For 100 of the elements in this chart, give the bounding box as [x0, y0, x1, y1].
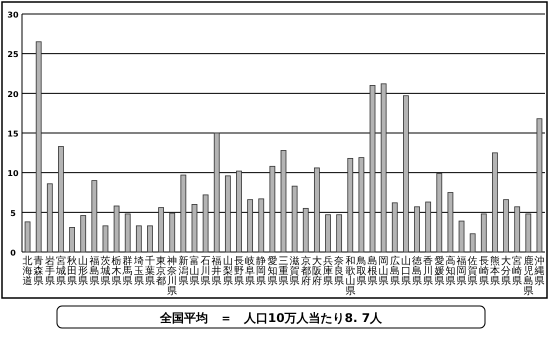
- bar: [80, 215, 86, 252]
- x-tick-label: 神奈川県: [167, 255, 178, 297]
- bar: [202, 194, 209, 252]
- bar: [302, 208, 309, 252]
- text: 全国平均 ＝ 人口10万人当たり8. 7人: [158, 311, 384, 325]
- bar: [192, 204, 198, 252]
- x-tick-label: 大阪府: [312, 255, 322, 287]
- y-tick-label: 25: [7, 50, 19, 60]
- x-tick-label: 山梨県: [222, 255, 233, 287]
- x-tick-label: 新潟県: [178, 255, 188, 287]
- x-tick-label: 兵庫県: [323, 255, 334, 287]
- bar: [358, 157, 364, 252]
- x-tick-label: 岐阜県: [245, 255, 256, 287]
- bar: [247, 199, 254, 252]
- bar: [292, 186, 298, 252]
- x-tick-label: 徳島県: [412, 256, 422, 287]
- bar: [136, 225, 142, 252]
- bar: [347, 158, 354, 252]
- bar: [525, 214, 532, 252]
- y-tick-label: 30: [7, 10, 19, 20]
- bar: [492, 152, 498, 252]
- x-tick-label: 青森県: [34, 255, 44, 287]
- bar: [36, 41, 42, 252]
- bar: [480, 214, 487, 252]
- x-tick-label: 島根県: [368, 255, 378, 287]
- bar: [58, 146, 64, 252]
- bar: [147, 225, 153, 252]
- x-tick-label: 福島県: [89, 255, 100, 287]
- bar: [180, 174, 186, 252]
- bar: [69, 227, 75, 252]
- bar: [258, 198, 264, 252]
- x-tick-label: 鳥取県: [355, 255, 366, 287]
- x-tick-label: 群馬県: [122, 255, 133, 287]
- bar: [280, 150, 286, 252]
- x-tick-label: 愛知県: [267, 255, 278, 287]
- x-tick-label: 宮崎県: [512, 255, 522, 287]
- x-tick-label: 佐賀県: [468, 256, 478, 287]
- x-tick-label: 広島県: [390, 255, 400, 287]
- bar: [314, 168, 320, 252]
- bar: [436, 173, 442, 252]
- x-tick-label: 埼玉県: [132, 255, 144, 287]
- bar: [514, 206, 520, 252]
- x-tick-label: 和歌山県: [345, 255, 356, 297]
- x-tick-label: 宮城県: [54, 255, 66, 287]
- bar: [336, 214, 342, 252]
- x-tick-label: 熊本県: [490, 255, 500, 287]
- x-tick-label: 福岡県: [456, 255, 467, 287]
- bar: [224, 175, 231, 252]
- y-tick-label: 20: [7, 90, 19, 99]
- bar: [102, 225, 108, 252]
- x-tick-label: 北海道: [22, 255, 33, 287]
- bar: [370, 85, 376, 252]
- bar: [124, 214, 131, 252]
- x-tick-label: 福井県: [212, 255, 222, 287]
- bar: [458, 220, 464, 252]
- bar: [114, 206, 120, 252]
- x-tick-label: 富山県: [189, 255, 200, 287]
- bar: [91, 180, 98, 252]
- x-tick-label: 鹿児島県: [523, 255, 534, 297]
- bar: [403, 95, 409, 252]
- y-tick-label: 0: [10, 248, 16, 258]
- x-tick-label: 山口県: [400, 255, 411, 287]
- bar: [536, 118, 542, 252]
- x-tick-label: 大分県: [501, 255, 512, 287]
- x-tick-label: 石川県: [200, 256, 211, 287]
- x-tick-label: 栃木県: [112, 255, 122, 287]
- x-tick-label: 秋田県: [67, 255, 78, 287]
- x-tick-label: 滋賀県: [290, 255, 300, 287]
- bar: [46, 183, 53, 252]
- bar: [392, 202, 398, 252]
- bar: [425, 202, 432, 252]
- bar: [24, 221, 30, 252]
- bar: [325, 214, 331, 252]
- x-tick-label: 静岡県: [256, 255, 266, 287]
- x-tick-label: 岡山県: [378, 256, 389, 287]
- y-tick-label: 5: [10, 208, 16, 218]
- bar: [236, 170, 242, 252]
- x-tick-label: 長野県: [234, 256, 244, 287]
- bar: [414, 206, 420, 252]
- x-tick-label: 高知県: [445, 255, 456, 287]
- y-tick-label: 10: [7, 169, 19, 178]
- x-tick-label: 茨城県: [99, 255, 110, 287]
- x-tick-label: 愛媛県: [434, 255, 444, 287]
- x-tick-label: 香川県: [423, 255, 434, 287]
- x-tick-label: 山形県: [78, 255, 88, 287]
- bar: [169, 212, 176, 252]
- y-tick-label: 15: [7, 130, 19, 138]
- bar: [380, 83, 387, 252]
- x-tick-label: 沖縄県: [533, 255, 544, 287]
- bar: [470, 233, 476, 252]
- x-tick-label: 長崎県: [478, 256, 489, 287]
- bar: [269, 166, 276, 252]
- x-tick-label: 三重県: [278, 256, 288, 287]
- bar: [158, 207, 164, 252]
- x-tick-label: 奈良県: [334, 256, 344, 287]
- bar: [503, 199, 509, 252]
- x-tick-label: 京都府: [300, 255, 311, 287]
- x-tick-label: 東京都: [156, 255, 166, 287]
- bar: [448, 192, 454, 252]
- x-tick-label: 岩手県: [44, 255, 55, 287]
